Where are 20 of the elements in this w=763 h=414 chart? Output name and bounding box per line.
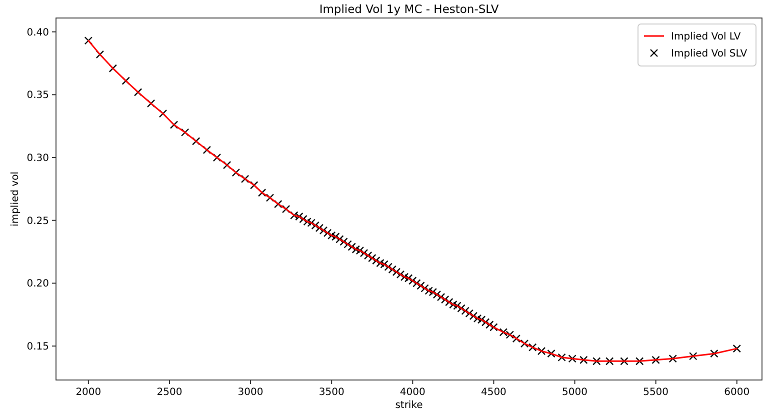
y-tick-label: 0.35 [26,90,49,102]
legend-label: Implied Vol SLV [671,48,748,60]
x-tick-label: 2500 [156,387,182,398]
legend-label: Implied Vol LV [671,32,741,42]
y-tick-label: 0.15 [26,342,49,353]
y-axis-title: implied vol [10,172,21,226]
x-tick-label: 5000 [562,387,588,398]
y-tick-label: 0.20 [26,278,49,290]
y-tick-label: 0.30 [26,153,49,164]
x-tick-label: 4000 [400,387,426,398]
x-tick-label: 2000 [76,387,102,398]
x-tick-label: 5500 [643,387,669,398]
x-tick-label: 6000 [724,387,750,398]
x-tick-label: 3500 [318,387,344,398]
x-axis-title: strike [395,400,423,411]
x-tick-label: 4500 [480,387,506,398]
y-tick-label: 0.25 [26,216,49,227]
chart-title: Implied Vol 1y MC - Heston-SLV [319,2,499,16]
x-tick-label: 3000 [238,387,264,398]
y-tick-label: 0.40 [26,27,49,38]
